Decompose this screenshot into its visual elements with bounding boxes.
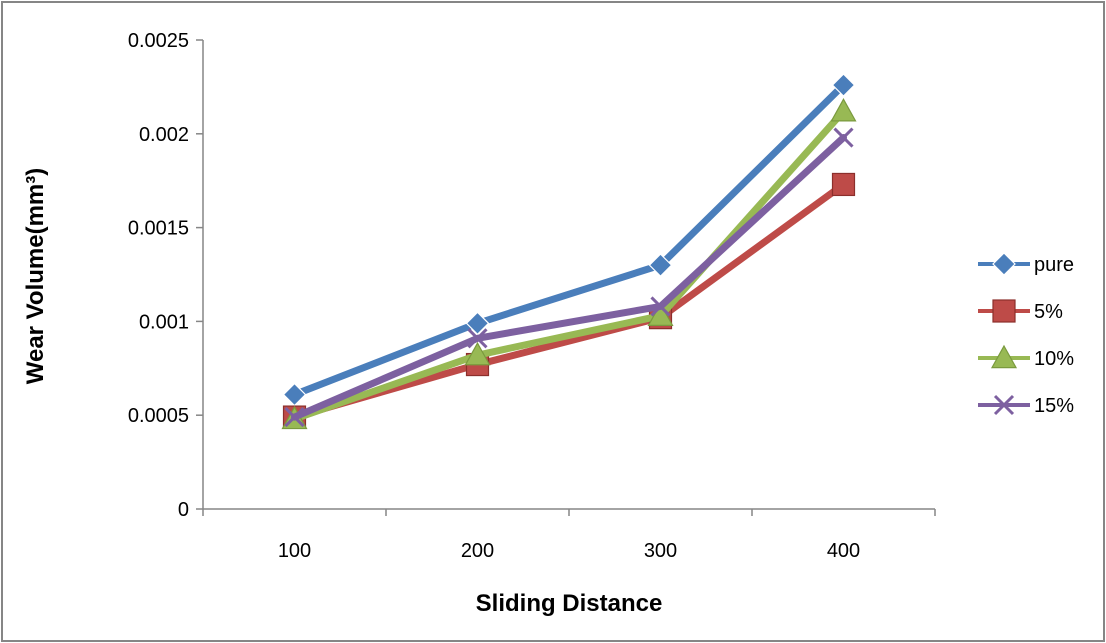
series-0 [282, 73, 856, 407]
legend-label: 15% [1034, 395, 1074, 417]
legend-item: 15% [978, 394, 1074, 417]
data-point [650, 296, 671, 317]
series-2 [281, 98, 857, 430]
marker-stroke [993, 394, 1015, 416]
x-tick-label: 200 [461, 540, 494, 562]
data-point [833, 127, 854, 148]
x-axis-title: Sliding Distance [476, 590, 663, 617]
data-point [831, 172, 856, 197]
legend-label: pure [1034, 254, 1074, 276]
legend-marker [992, 252, 1016, 276]
series-line [291, 134, 847, 421]
data-point [464, 341, 491, 366]
legend: pure 5% 10% 15% [978, 252, 1074, 417]
legend-item: 10% [978, 344, 1074, 370]
legend-item: pure [978, 252, 1074, 276]
y-tick-label: 0.0005 [128, 405, 189, 427]
data-point [467, 328, 488, 349]
y-tick-label: 0.001 [139, 311, 189, 333]
x-tick-label: 400 [827, 540, 860, 562]
data-point [831, 73, 856, 97]
x-tick-label: 100 [278, 540, 311, 562]
marker-stroke [833, 127, 854, 148]
marker-stroke [284, 407, 305, 428]
data-point [648, 253, 673, 277]
data-point [465, 311, 490, 336]
data-point [830, 98, 857, 122]
series-line [291, 81, 847, 399]
x-tick-label: 300 [644, 540, 677, 562]
legend-marker [990, 344, 1018, 369]
legend-label: 5% [1034, 301, 1063, 323]
series-line [291, 180, 847, 421]
y-tick-label: 0.002 [139, 124, 189, 146]
legend-item: 5% [978, 299, 1063, 323]
y-axis-title: Wear Volume(mm³) [22, 168, 49, 384]
legend-label: 10% [1034, 348, 1074, 370]
series-3 [284, 127, 854, 428]
y-tick-label: 0.0015 [128, 218, 189, 240]
series-line [291, 107, 847, 423]
y-tick-label: 0 [178, 499, 189, 521]
legend-marker [993, 394, 1015, 416]
marker-stroke [650, 296, 671, 317]
data-point [284, 407, 305, 428]
legend-marker [992, 299, 1016, 323]
y-tick-label: 0.0025 [128, 30, 189, 52]
data-point [647, 302, 674, 326]
marker-stroke [467, 328, 488, 349]
